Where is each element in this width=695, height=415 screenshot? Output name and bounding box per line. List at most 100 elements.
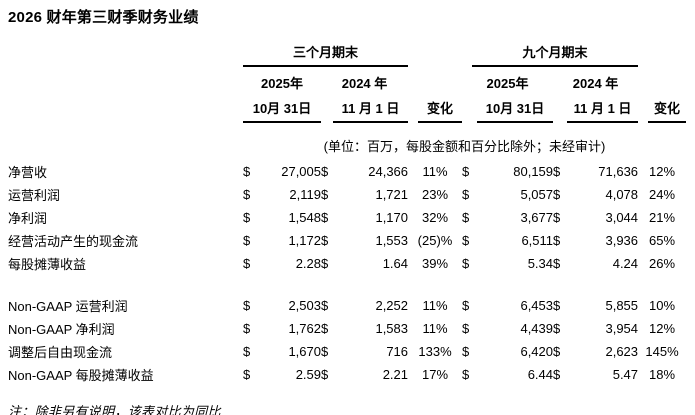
- row-label: 运营利润: [8, 188, 61, 203]
- row-label: 净营收: [8, 165, 48, 180]
- currency-symbol: $: [321, 298, 329, 313]
- row-label: Non-GAAP 运营利润: [8, 299, 128, 314]
- q3-change-value: 39%: [422, 256, 449, 271]
- change-header-ytd: 变化: [648, 98, 687, 123]
- currency-symbol: $: [553, 367, 561, 382]
- currency-symbol: $: [553, 256, 561, 271]
- currency-symbol: $: [243, 256, 251, 271]
- currency-symbol: $: [321, 210, 329, 225]
- table-row: Non-GAAP 运营利润 $ 2,503 $ 2,252 11% $ 6,45…: [8, 294, 686, 317]
- page-title: 2026 财年第三财季财务业绩: [8, 9, 199, 26]
- date-header-q-2024: 11 月 1 日: [333, 98, 409, 123]
- currency-symbol: $: [243, 344, 251, 359]
- q3-change-value: 11%: [422, 298, 448, 313]
- group-header-nine-months: 九个月期末: [472, 42, 639, 67]
- q3-change-value: 17%: [422, 367, 449, 382]
- table-row: 净营收 $ 27,005 $ 24,366 11% $ 80,159 $ 71,…: [8, 160, 686, 183]
- change-header-q: 变化: [418, 98, 463, 123]
- ytd-change-value: 145%: [645, 344, 679, 359]
- q3-2024-value: 1,583: [375, 321, 409, 336]
- currency-symbol: $: [553, 233, 561, 248]
- ytd-change-value: 18%: [649, 367, 676, 382]
- q3-2025-value: 27,005: [281, 164, 321, 179]
- q3-2025-value: 2.28: [295, 256, 321, 271]
- q3-change-value: 133%: [418, 344, 452, 359]
- year-header-q-2024: 2024 年: [341, 76, 388, 91]
- currency-symbol: $: [243, 367, 251, 382]
- currency-symbol: $: [243, 187, 251, 202]
- q3-2025-value: 1,670: [288, 344, 321, 359]
- ytd-2024-value: 3,044: [605, 210, 639, 225]
- ytd-change-value: 65%: [649, 233, 676, 248]
- row-label: 经营活动产生的现金流: [8, 234, 139, 249]
- ytd-2025-value: 6,511: [521, 233, 554, 248]
- currency-symbol: $: [462, 233, 470, 248]
- ytd-change-value: 12%: [649, 321, 676, 336]
- ytd-change-value: 26%: [649, 256, 676, 271]
- currency-symbol: $: [553, 164, 561, 179]
- table-row: 净利润 $ 1,548 $ 1,170 32% $ 3,677 $ 3,044 …: [8, 206, 686, 229]
- ytd-2024-value: 4.24: [612, 256, 639, 271]
- year-header-ytd-2024: 2024 年: [572, 76, 619, 91]
- table-row: 运营利润 $ 2,119 $ 1,721 23% $ 5,057 $ 4,078…: [8, 183, 686, 206]
- q3-2024-value: 24,366: [368, 164, 409, 179]
- currency-symbol: $: [462, 367, 470, 382]
- table-row: 经营活动产生的现金流 $ 1,172 $ 1,553 (25)% $ 6,511…: [8, 229, 686, 252]
- ytd-2025-value: 6.44: [527, 367, 554, 382]
- ytd-2024-value: 71,636: [598, 164, 639, 179]
- ytd-2025-value: 6,453: [520, 298, 554, 313]
- currency-symbol: $: [553, 210, 561, 225]
- ytd-change-value: 10%: [649, 298, 676, 313]
- q3-2024-value: 1,170: [375, 210, 409, 225]
- ytd-2025-value: 6,420: [520, 344, 554, 359]
- q3-2025-value: 1,172: [288, 233, 321, 248]
- currency-symbol: $: [243, 164, 251, 179]
- year-header-ytd-2025: 2025年: [486, 76, 529, 91]
- q3-change-value: (25)%: [417, 233, 453, 248]
- row-label: 调整后自由现金流: [8, 345, 113, 360]
- q3-2024-value: 716: [386, 344, 409, 359]
- currency-symbol: $: [462, 187, 470, 202]
- ytd-2024-value: 5,855: [605, 298, 639, 313]
- currency-symbol: $: [553, 321, 561, 336]
- group-header-row: 三个月期末 九个月期末: [8, 42, 686, 67]
- q3-change-value: 32%: [422, 210, 449, 225]
- q3-2025-value: 1,548: [288, 210, 321, 225]
- q3-2024-value: 1.64: [382, 256, 409, 271]
- section-spacer: [8, 275, 686, 294]
- footnote: 注：除非另有说明，该表对比为同比: [8, 404, 221, 415]
- row-label: Non-GAAP 每股摊薄收益: [8, 368, 154, 383]
- ytd-change-value: 12%: [649, 164, 676, 179]
- table-row: 每股摊薄收益 $ 2.28 $ 1.64 39% $ 5.34 $ 4.24 2…: [8, 252, 686, 275]
- ytd-2024-value: 2,623: [605, 344, 639, 359]
- currency-symbol: $: [243, 298, 251, 313]
- q3-2025-value: 2,119: [289, 187, 321, 202]
- q3-2025-value: 1,762: [288, 321, 321, 336]
- ytd-2024-value: 3,936: [605, 233, 639, 248]
- ytd-change-value: 21%: [649, 210, 676, 225]
- ytd-2025-value: 5.34: [527, 256, 554, 271]
- currency-symbol: $: [243, 233, 251, 248]
- currency-symbol: $: [462, 298, 470, 313]
- unit-note: (单位：百万，每股金额和百分比除外；未经审计): [323, 139, 606, 154]
- row-label: 净利润: [8, 211, 48, 226]
- currency-symbol: $: [321, 367, 329, 382]
- currency-symbol: $: [462, 344, 470, 359]
- q3-2025-value: 2,503: [288, 298, 321, 313]
- currency-symbol: $: [462, 164, 470, 179]
- currency-symbol: $: [321, 233, 329, 248]
- date-header-ytd-2025: 10月 31日: [477, 98, 554, 123]
- ytd-2024-value: 3,954: [605, 321, 639, 336]
- table-row: 调整后自由现金流 $ 1,670 $ 716 133% $ 6,420 $ 2,…: [8, 340, 686, 363]
- currency-symbol: $: [321, 256, 329, 271]
- date-header-q-2025: 10月 31日: [243, 98, 321, 123]
- group-header-three-months: 三个月期末: [243, 42, 409, 67]
- year-header-q-2025: 2025年: [261, 76, 303, 91]
- date-header-ytd-2024: 11 月 1 日: [567, 98, 639, 123]
- currency-symbol: $: [321, 164, 329, 179]
- currency-symbol: $: [243, 321, 251, 336]
- currency-symbol: $: [462, 256, 470, 271]
- currency-symbol: $: [321, 321, 329, 336]
- q3-2025-value: 2.59: [295, 367, 321, 382]
- ytd-2024-value: 4,078: [605, 187, 639, 202]
